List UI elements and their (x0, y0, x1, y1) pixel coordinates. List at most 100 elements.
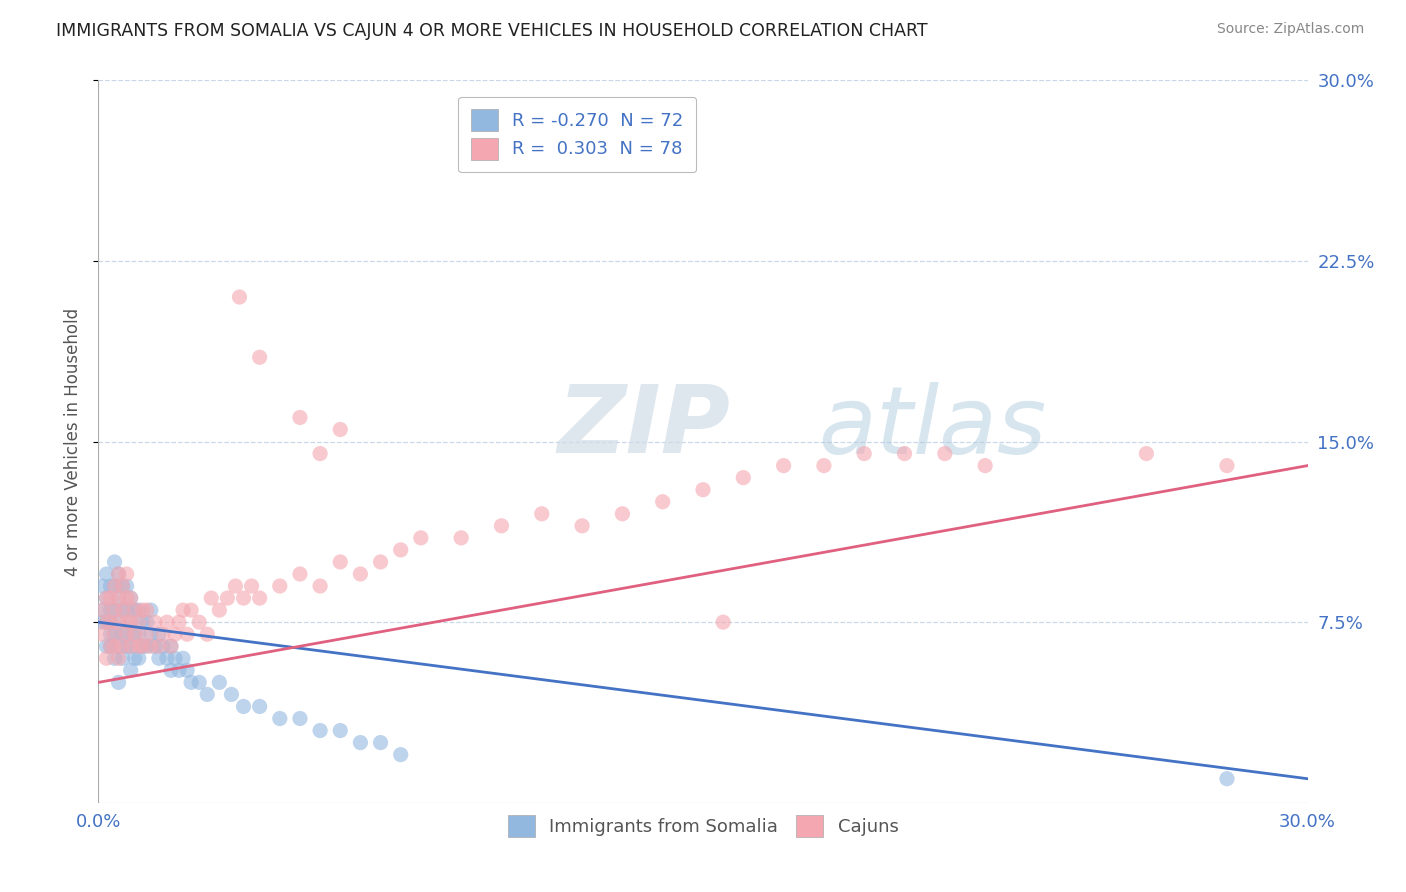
Point (135, 603, 157, 617)
Point (269, 579, 291, 593)
Point (893, 446, 915, 460)
Point (135, 639, 157, 653)
Point (148, 627, 170, 641)
Point (111, 603, 134, 617)
Point (349, 735, 371, 749)
Point (100, 615, 122, 630)
Point (96, 615, 118, 630)
Point (1216, 772, 1239, 786)
Text: IMMIGRANTS FROM SOMALIA VS CAJUN 4 OR MORE VEHICLES IN HOUSEHOLD CORRELATION CHA: IMMIGRANTS FROM SOMALIA VS CAJUN 4 OR MO… (56, 22, 928, 40)
Point (111, 579, 134, 593)
Point (232, 591, 254, 605)
Point (91, 603, 114, 617)
Point (96, 615, 118, 630)
Point (370, 735, 392, 749)
Point (163, 627, 186, 641)
Point (329, 723, 352, 738)
Point (120, 615, 142, 630)
Point (115, 639, 138, 653)
Point (120, 639, 142, 653)
Point (711, 615, 734, 630)
Point (692, 483, 714, 497)
Point (309, 579, 332, 593)
Point (111, 651, 134, 665)
Point (409, 531, 432, 545)
Point (96, 651, 118, 665)
Point (167, 664, 190, 678)
Point (309, 446, 332, 460)
Point (156, 615, 179, 630)
Point (100, 627, 122, 641)
Point (530, 507, 553, 521)
Point (180, 675, 202, 690)
Point (96, 639, 118, 653)
Point (853, 446, 876, 460)
Point (96, 591, 118, 605)
Point (217, 591, 239, 605)
Point (128, 651, 150, 665)
Point (176, 627, 198, 641)
Point (128, 639, 150, 653)
Point (240, 579, 263, 593)
Point (180, 603, 202, 617)
Point (329, 422, 352, 436)
Point (232, 699, 254, 714)
Point (309, 723, 332, 738)
Point (269, 712, 291, 726)
Point (1135, 446, 1157, 460)
Point (288, 567, 311, 582)
Point (120, 591, 142, 605)
Point (128, 627, 150, 641)
Point (208, 675, 231, 690)
Point (100, 579, 122, 593)
Point (160, 639, 183, 653)
Point (107, 591, 129, 605)
Point (249, 350, 271, 364)
Point (288, 410, 311, 425)
Text: atlas: atlas (818, 382, 1046, 473)
Point (132, 639, 155, 653)
Point (91, 615, 114, 630)
Point (249, 591, 271, 605)
Point (100, 639, 122, 653)
Point (103, 579, 125, 593)
Point (124, 627, 146, 641)
Point (91, 627, 114, 641)
Point (163, 651, 186, 665)
Point (389, 747, 412, 762)
Point (120, 639, 142, 653)
Point (772, 458, 794, 473)
Point (100, 591, 122, 605)
Point (96, 591, 118, 605)
Point (249, 699, 271, 714)
Point (120, 664, 142, 678)
Point (813, 458, 835, 473)
Point (107, 615, 129, 630)
Point (934, 446, 956, 460)
Point (188, 615, 211, 630)
Point (612, 507, 634, 521)
Point (120, 615, 142, 630)
Point (143, 615, 166, 630)
Point (132, 615, 155, 630)
Point (107, 651, 129, 665)
Point (195, 627, 218, 641)
Point (228, 290, 250, 304)
Point (172, 603, 194, 617)
Point (152, 627, 174, 641)
Point (124, 651, 146, 665)
Point (1216, 458, 1239, 473)
Point (139, 627, 162, 641)
Point (224, 579, 246, 593)
Point (128, 603, 150, 617)
Point (208, 603, 231, 617)
Point (152, 639, 174, 653)
Point (103, 627, 125, 641)
Point (370, 555, 392, 569)
Point (733, 470, 755, 484)
Point (135, 627, 157, 641)
Point (107, 615, 129, 630)
Point (107, 567, 129, 582)
Point (450, 531, 472, 545)
Point (100, 639, 122, 653)
